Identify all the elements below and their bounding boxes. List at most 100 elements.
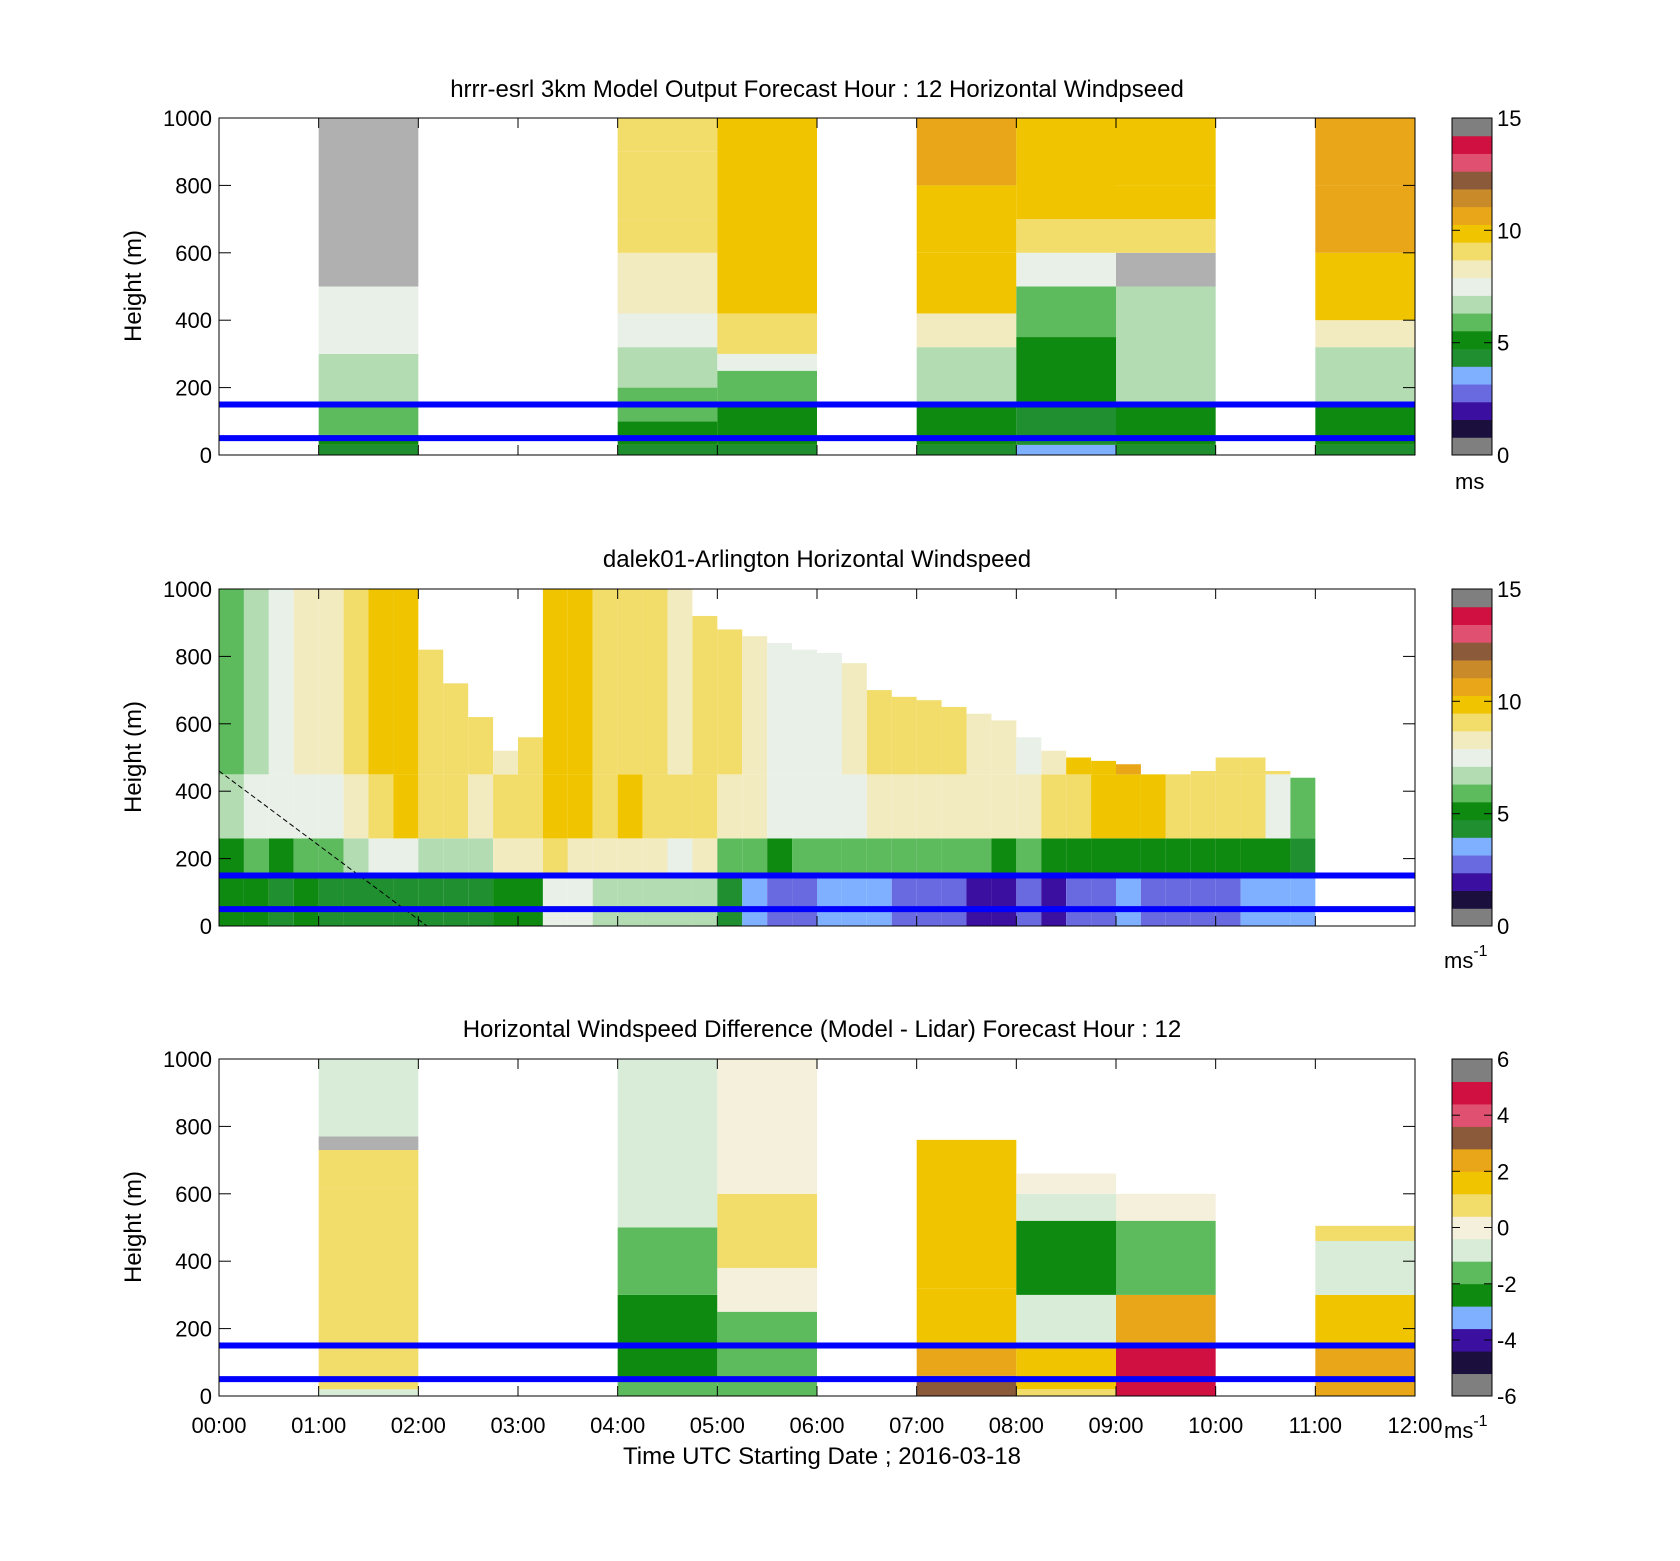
colorbar-swatch xyxy=(1452,348,1492,367)
heatmap-cell xyxy=(717,353,817,371)
heatmap-cell xyxy=(567,838,593,876)
colorbar-swatch xyxy=(1452,1193,1492,1217)
colorbar-swatch xyxy=(1452,242,1492,261)
colorbar-swatch xyxy=(1452,1328,1492,1352)
heatmap-cell xyxy=(542,589,568,775)
heatmap-cell xyxy=(792,774,817,839)
heatmap-cell xyxy=(916,252,1017,314)
heatmap-cell xyxy=(1290,875,1316,926)
heatmap-cell xyxy=(1116,185,1216,220)
heatmap-cell xyxy=(617,1379,718,1396)
colorbar-tick-label: -4 xyxy=(1497,1328,1517,1353)
heatmap-cell xyxy=(617,444,718,455)
heatmap-cell xyxy=(219,774,244,839)
colorbar-swatch xyxy=(1452,624,1492,643)
heatmap-cell xyxy=(991,838,1017,876)
heatmap-cell xyxy=(592,838,618,876)
heatmap-cell xyxy=(916,118,1017,186)
heatmap-cell xyxy=(393,774,419,839)
heatmap-cell xyxy=(1116,1193,1216,1221)
y-tick-label: 0 xyxy=(200,443,212,468)
heatmap-cell xyxy=(318,1149,419,1188)
colorbar-swatch xyxy=(1452,766,1492,785)
colorbar-tick-label: 6 xyxy=(1497,1047,1509,1072)
heatmap-cell xyxy=(817,774,842,839)
heatmap-cell xyxy=(318,875,344,926)
colorbar-swatch xyxy=(1452,801,1492,821)
heatmap-cell xyxy=(1215,838,1241,876)
colorbar-swatch xyxy=(1452,1373,1492,1397)
heatmap-cell xyxy=(1091,838,1116,876)
panel-1-colorbar-box xyxy=(1451,117,1493,456)
colorbar-tick-label: -6 xyxy=(1497,1384,1517,1409)
heatmap-cell xyxy=(542,838,568,876)
heatmap-cell xyxy=(1116,774,1141,839)
panel-3-ylabel: Height (m) xyxy=(120,1171,147,1283)
heatmap-cell xyxy=(717,118,817,314)
heatmap-cell xyxy=(841,875,867,926)
heatmap-cell xyxy=(966,875,992,926)
heatmap-cell xyxy=(966,713,992,775)
heatmap-cell xyxy=(717,1345,817,1396)
heatmap-cell xyxy=(717,774,743,839)
heatmap-cell xyxy=(866,875,892,926)
heatmap-cell xyxy=(841,663,867,775)
heatmap-cell xyxy=(468,875,494,926)
heatmap-cell xyxy=(318,404,419,435)
x-tick-label: 08:00 xyxy=(989,1413,1044,1438)
x-tick-labels: 00:00 01:00 02:00 03:00 04:00 05:00 06:00 07:00… xyxy=(191,1413,1442,1438)
y-tick-label: 0 xyxy=(200,1384,212,1409)
heatmap-cell xyxy=(617,1059,718,1228)
heatmap-cell xyxy=(642,875,668,926)
y-tick-label: 800 xyxy=(175,1114,212,1139)
colorbar-swatch xyxy=(1452,313,1492,332)
heatmap-cell xyxy=(443,774,469,839)
heatmap-cell xyxy=(642,589,668,775)
heatmap-cell xyxy=(493,875,518,926)
heatmap-cell xyxy=(493,838,518,876)
colorbar-swatch xyxy=(1452,695,1492,714)
heatmap-cell xyxy=(393,838,419,876)
colorbar-swatch xyxy=(1452,1216,1492,1240)
heatmap-cell xyxy=(293,774,319,839)
heatmap-cell xyxy=(866,690,892,775)
y-tick-label: 400 xyxy=(175,779,212,804)
heatmap-cell xyxy=(742,875,768,926)
colorbar-swatch xyxy=(1452,1261,1492,1285)
colorbar-swatch xyxy=(1452,206,1492,225)
heatmap-cell xyxy=(542,875,568,926)
heatmap-cell xyxy=(1041,875,1067,926)
panel-2-colorbar-box xyxy=(1451,588,1493,927)
x-tick-label: 02:00 xyxy=(391,1413,446,1438)
heatmap-cell xyxy=(592,875,618,926)
heatmap-cell xyxy=(343,774,369,839)
heatmap-cell xyxy=(1016,337,1116,405)
colorbar-swatch xyxy=(1452,171,1492,190)
heatmap-cell xyxy=(717,370,817,405)
panel-2-x-ticks xyxy=(218,589,1416,926)
heatmap-cell xyxy=(1215,774,1241,839)
heatmap-cell xyxy=(617,838,643,876)
heatmap-cell xyxy=(268,589,294,775)
heatmap-cell xyxy=(1016,219,1116,253)
heatmap-cell xyxy=(268,838,294,876)
colorbar-swatch xyxy=(1452,1103,1492,1127)
x-tick-label: 06:00 xyxy=(789,1413,844,1438)
heatmap-cell xyxy=(617,313,718,348)
heatmap-cell xyxy=(468,838,494,876)
heatmap-cell xyxy=(468,717,494,775)
heatmap-cell xyxy=(916,774,942,839)
heatmap-cell xyxy=(1091,875,1116,926)
heatmap-cell xyxy=(1016,1389,1116,1396)
colorbar-swatch xyxy=(1452,419,1492,438)
colorbar-swatch xyxy=(1452,401,1492,421)
heatmap-cell xyxy=(717,1059,817,1194)
heatmap-cell xyxy=(268,875,294,926)
colorbar-tick-label: 15 xyxy=(1497,106,1521,131)
heatmap-cell xyxy=(1016,444,1116,455)
colorbar-swatch xyxy=(1452,659,1492,679)
heatmap-cell xyxy=(443,683,469,775)
x-tick-label: 00:00 xyxy=(191,1413,246,1438)
colorbar-swatch xyxy=(1452,188,1492,208)
heatmap-cell xyxy=(393,875,419,926)
